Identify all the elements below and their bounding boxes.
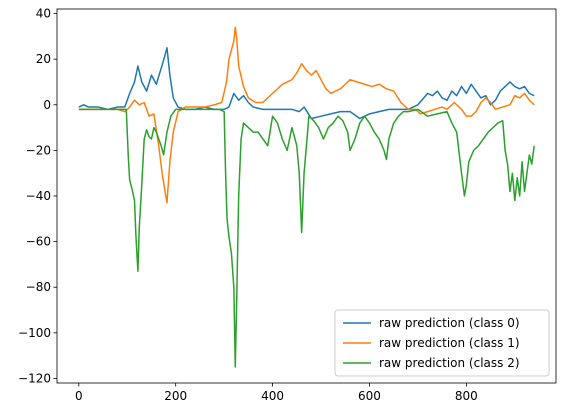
axes-frame — [56, 8, 557, 384]
y-tick-label: −80 — [26, 280, 51, 294]
legend-label: raw prediction (class 2) — [379, 356, 520, 370]
y-tick-label: −100 — [18, 326, 51, 340]
y-tick-label: 40 — [36, 7, 51, 21]
y-tick-label: −120 — [18, 371, 51, 385]
series-line-class-2 — [78, 108, 535, 368]
legend-box — [334, 309, 550, 377]
x-tick-label: 200 — [164, 389, 187, 403]
x-tick-label: 800 — [455, 389, 478, 403]
y-tick-label: −40 — [26, 189, 51, 203]
y-tick-label: 0 — [43, 98, 51, 112]
legend: raw prediction (class 0) raw prediction (… — [334, 309, 550, 377]
series-line-class-1 — [78, 26, 535, 204]
x-tick-label: 400 — [261, 389, 284, 403]
legend-label: raw prediction (class 1) — [379, 336, 520, 350]
y-tick-label: −60 — [26, 235, 51, 249]
y-tick-label: 20 — [36, 52, 51, 66]
x-tick-label: 0 — [75, 389, 83, 403]
plot-area — [78, 26, 535, 368]
series-line-class-0 — [78, 47, 535, 120]
x-tick-label: 600 — [358, 389, 381, 403]
legend-label: raw prediction (class 0) — [379, 316, 520, 330]
y-tick-label: −20 — [26, 143, 51, 157]
